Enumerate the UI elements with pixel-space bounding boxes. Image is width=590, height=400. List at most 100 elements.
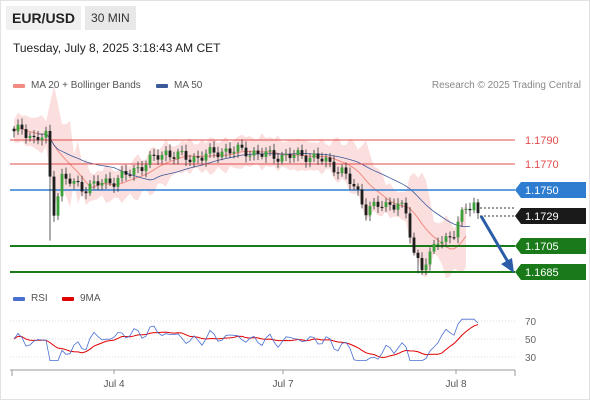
- watermark: Research © 2025 Trading Central: [431, 80, 581, 91]
- candle-body: [120, 171, 124, 179]
- timeframe-button[interactable]: 30 MIN: [85, 6, 136, 30]
- candle-body: [412, 237, 416, 253]
- candle-body: [44, 130, 48, 138]
- candle-body: [388, 202, 392, 205]
- legend-ma50: MA 50: [156, 80, 202, 91]
- candle-body: [244, 147, 248, 157]
- support-tag: [515, 238, 586, 254]
- ma20-label: MA 20 + Bollinger Bands: [31, 80, 141, 91]
- candle-body: [408, 213, 412, 238]
- candle-body: [32, 135, 36, 138]
- candle-body: [376, 201, 380, 207]
- resistance-label: 1.1770: [525, 159, 559, 171]
- candle-body: [464, 208, 468, 211]
- candle-body: [456, 221, 460, 238]
- x-axis-label: Jul 4: [103, 379, 125, 390]
- candle-body: [460, 209, 464, 222]
- rsi-line: [13, 318, 479, 361]
- candle-body: [48, 130, 52, 177]
- candle-body: [364, 204, 368, 216]
- candle-body: [268, 150, 272, 152]
- candle-body: [124, 171, 128, 175]
- candle-body: [184, 150, 188, 160]
- candle-body: [92, 181, 96, 184]
- 9ma-swatch: [62, 296, 74, 301]
- candle-body: [432, 243, 436, 252]
- candle-body: [472, 202, 476, 211]
- symbol-label: EUR/USD: [6, 6, 82, 30]
- candle-body: [164, 150, 168, 156]
- candle-body: [452, 237, 456, 239]
- candle-body: [40, 137, 44, 141]
- candle-body: [188, 159, 192, 163]
- candle-body: [196, 156, 200, 158]
- candle-body: [476, 202, 480, 214]
- candle-body: [300, 150, 304, 156]
- candle-body: [112, 183, 116, 187]
- support-tag: [515, 264, 586, 280]
- candle-body: [96, 181, 100, 186]
- candle-body: [284, 153, 288, 156]
- candle-body: [24, 129, 28, 138]
- rsi-swatch: [13, 296, 25, 301]
- forecast-arrow-line: [479, 215, 510, 263]
- candle-body: [76, 180, 80, 183]
- candle-body: [280, 154, 284, 162]
- candle-body: [128, 174, 132, 176]
- candle-body: [248, 155, 252, 157]
- candle-body: [116, 178, 120, 187]
- candle-body: [340, 167, 344, 174]
- candle-body: [208, 147, 212, 154]
- candle-body: [168, 150, 172, 158]
- candle-body: [28, 135, 32, 138]
- candle-body: [200, 157, 204, 161]
- candle-body: [152, 154, 156, 156]
- candle-body: [384, 202, 388, 208]
- candle-body: [240, 144, 244, 148]
- candle-body: [276, 158, 280, 162]
- candle-body: [256, 150, 260, 154]
- candle-body: [316, 153, 320, 159]
- candle-body: [100, 182, 104, 186]
- candle-body: [64, 173, 68, 179]
- candle-body: [220, 151, 224, 158]
- candle-body: [252, 150, 256, 156]
- candle-body: [156, 155, 160, 160]
- candle-body: [292, 154, 296, 159]
- candle-body: [52, 176, 56, 216]
- candle-body: [404, 202, 408, 214]
- candle-body: [104, 178, 108, 183]
- candle-body: [88, 183, 92, 194]
- candle-body: [12, 128, 16, 132]
- x-axis-label: Jul 7: [272, 379, 294, 390]
- last-price-tag: [515, 208, 586, 224]
- candle-body: [84, 191, 88, 194]
- rsi-axis-label: 70: [525, 317, 537, 328]
- candle-body: [132, 167, 136, 175]
- pivot-label: 1.1750: [525, 185, 559, 197]
- support-label: 1.1705: [525, 241, 559, 253]
- candle-body: [444, 236, 448, 242]
- candle-body: [60, 173, 64, 197]
- candle-body: [80, 182, 84, 192]
- rsi-label: RSI: [31, 293, 48, 304]
- candle-body: [180, 150, 184, 153]
- candle-body: [360, 189, 364, 205]
- candle-body: [232, 151, 236, 154]
- rsi-axis-label: 30: [525, 353, 537, 364]
- candle-body: [264, 151, 268, 157]
- candle-body: [312, 153, 316, 158]
- x-axis-label: Jul 8: [445, 379, 467, 390]
- candle-body: [236, 144, 240, 152]
- candle-body: [332, 161, 336, 173]
- timestamp: Tuesday, July 8, 2025 3:18:43 AM CET: [13, 41, 221, 55]
- candle-body: [396, 203, 400, 210]
- pivot-tag: [515, 182, 586, 198]
- candle-body: [176, 151, 180, 159]
- candle-body: [204, 153, 208, 161]
- candle-body: [440, 241, 444, 244]
- candle-body: [216, 152, 220, 158]
- candle-body: [160, 155, 164, 160]
- candle-body: [428, 251, 432, 265]
